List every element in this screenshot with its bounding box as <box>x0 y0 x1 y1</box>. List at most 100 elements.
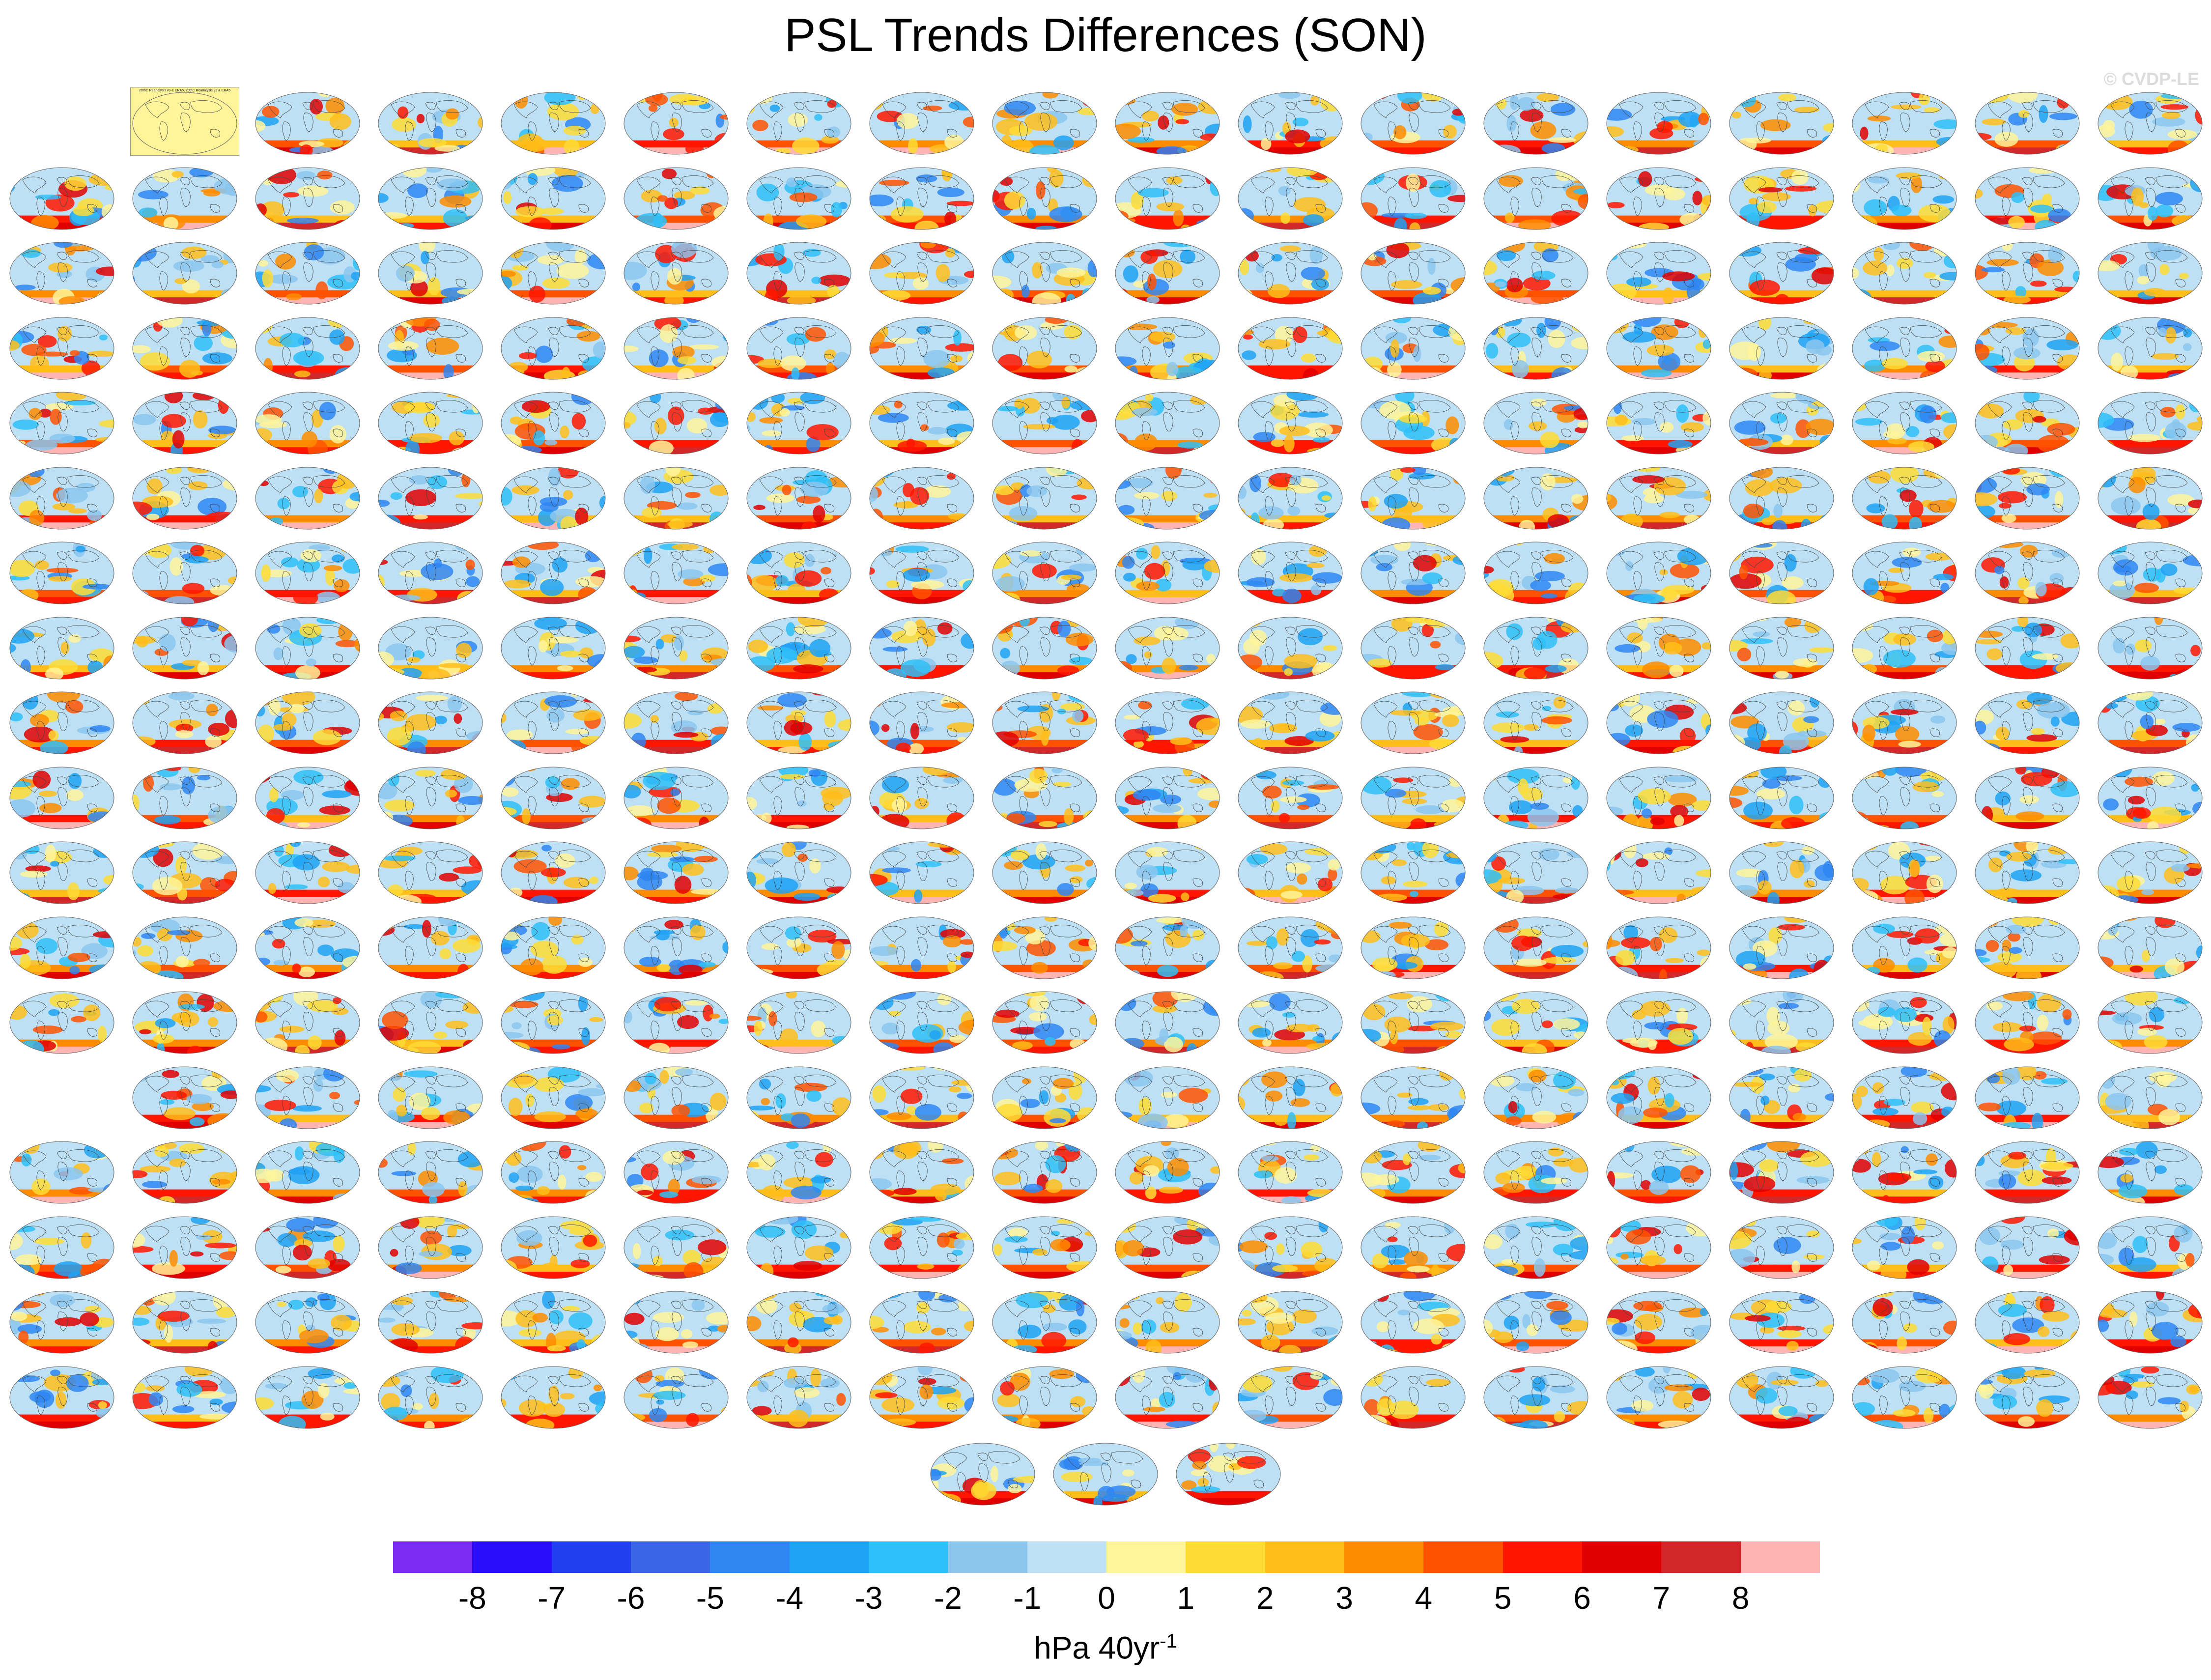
map-panel <box>499 387 615 464</box>
panel-label <box>1236 987 1344 994</box>
map-svg <box>378 1291 483 1354</box>
map-panel <box>499 687 615 764</box>
map-panel <box>1728 612 1843 689</box>
map-panel <box>8 687 124 764</box>
map-svg <box>378 1216 483 1279</box>
map-panel <box>1051 1438 1167 1515</box>
panel-label <box>991 163 1099 170</box>
map-panel <box>1236 537 1352 614</box>
map-svg <box>869 1291 974 1354</box>
panel-label <box>1973 837 2081 844</box>
map-svg <box>992 392 1097 455</box>
panel-label <box>868 1137 976 1143</box>
map-panel <box>1973 462 2089 539</box>
panel-label <box>8 163 116 170</box>
panel-label <box>1850 163 1958 170</box>
panel-label <box>1850 1286 1958 1293</box>
map-panel <box>2096 87 2211 164</box>
panel-label <box>131 1137 239 1143</box>
map-svg <box>746 767 851 829</box>
map-svg <box>1483 991 1588 1054</box>
map-svg <box>1606 617 1711 679</box>
panel-label <box>1113 612 1221 619</box>
panel-label <box>1359 537 1467 544</box>
map-panel <box>868 1137 984 1213</box>
panel-label <box>1236 837 1344 844</box>
panel-label <box>131 612 239 619</box>
map-svg <box>992 841 1097 904</box>
map-svg <box>1483 691 1588 754</box>
map-panel <box>131 1062 247 1139</box>
panel-label <box>622 837 730 844</box>
map-panel <box>1482 1362 1598 1438</box>
map-panel <box>1973 912 2089 989</box>
panel-label <box>1113 462 1221 469</box>
map-svg <box>2098 467 2203 529</box>
panel-label <box>131 912 239 919</box>
map-svg <box>869 392 974 455</box>
map-panel <box>1359 1286 1475 1363</box>
map-svg <box>869 841 974 904</box>
map-svg <box>132 841 237 904</box>
map-panel <box>622 462 738 539</box>
map-panel <box>131 387 247 464</box>
map-panel <box>929 1438 1045 1515</box>
map-panel <box>376 163 492 239</box>
panel-label <box>499 537 607 544</box>
panel-label <box>499 163 607 170</box>
map-panel <box>1236 912 1352 989</box>
map-svg <box>132 317 237 379</box>
colorbar <box>393 1541 1820 1573</box>
map-panel <box>868 837 984 913</box>
map-svg <box>869 541 974 604</box>
map-panel <box>376 762 492 839</box>
map-svg <box>1606 92 1711 155</box>
map-svg <box>869 767 974 829</box>
map-panel <box>1482 612 1598 689</box>
map-panel <box>1236 1062 1352 1139</box>
map-panel <box>1850 687 1966 764</box>
map-panel <box>1850 762 1966 839</box>
panel-label <box>745 237 853 244</box>
panel-label <box>1605 537 1713 544</box>
panel-label <box>254 387 362 394</box>
map-svg <box>1115 1141 1220 1204</box>
map-panel <box>1728 687 1843 764</box>
panel-label <box>1850 1137 1958 1143</box>
map-svg <box>1975 1066 2080 1129</box>
panel-label <box>2096 163 2204 170</box>
colorbar-tick-label: 7 <box>1652 1580 1671 1616</box>
colorbar-tick-label: -6 <box>617 1580 645 1616</box>
panel-label <box>1113 837 1221 844</box>
map-svg <box>501 467 606 529</box>
panel-label <box>868 537 976 544</box>
map-panel <box>622 612 738 689</box>
panel-label <box>622 237 730 244</box>
map-panel <box>1174 1438 1290 1515</box>
panel-label <box>1850 387 1958 394</box>
map-svg <box>1483 317 1588 379</box>
map-svg <box>1729 916 1834 979</box>
map-panel <box>1850 163 1966 239</box>
map-svg <box>1483 1141 1588 1204</box>
map-panel <box>1728 163 1843 239</box>
panel-label <box>745 1362 853 1368</box>
map-svg <box>1975 467 2080 529</box>
map-panel <box>1728 987 1843 1063</box>
panel-label <box>8 987 116 994</box>
map-panel <box>254 537 369 614</box>
panel-label <box>1605 1286 1713 1293</box>
panel-label <box>1973 612 2081 619</box>
panel-label <box>745 1062 853 1069</box>
panel-label <box>1482 462 1590 469</box>
map-svg <box>378 767 483 829</box>
map-panel <box>1605 912 1721 989</box>
map-svg <box>746 167 851 229</box>
colorbar-box <box>472 1541 552 1573</box>
map-panel <box>1482 837 1598 913</box>
colorbar-tick-label: -3 <box>854 1580 883 1616</box>
map-svg <box>1483 1366 1588 1428</box>
panel-label <box>929 1438 1037 1445</box>
panel-label <box>1728 1137 1836 1143</box>
map-panel <box>1359 1137 1475 1213</box>
